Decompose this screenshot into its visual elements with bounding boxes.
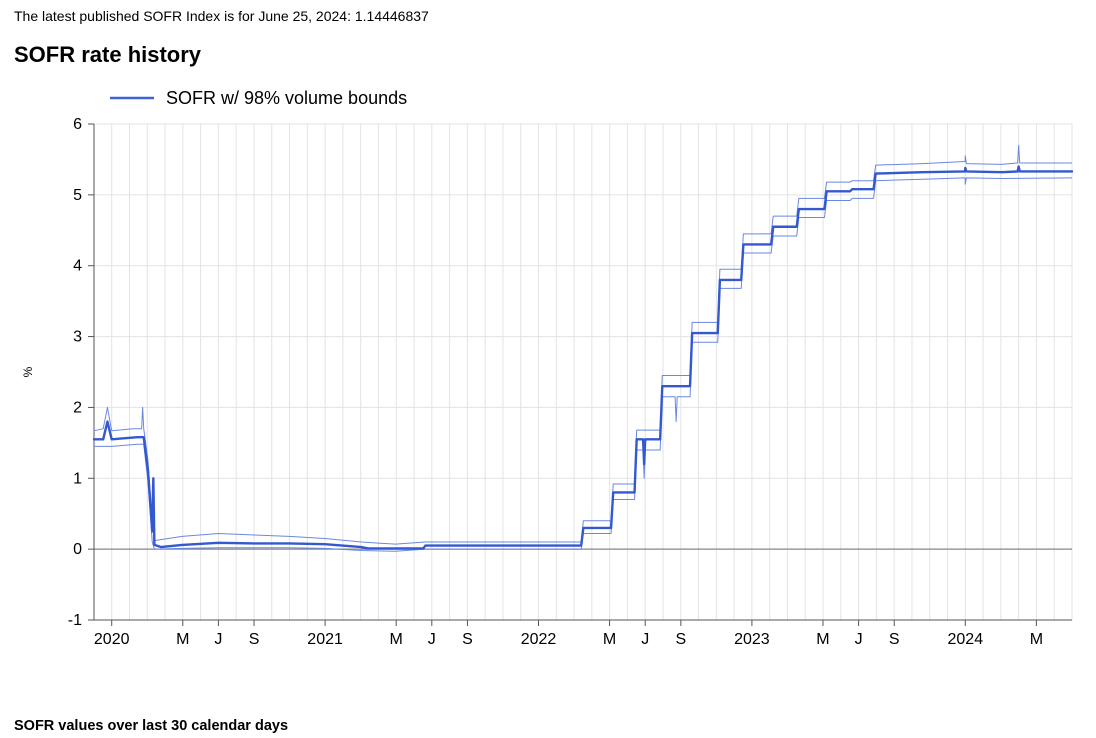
x-tick-label: M <box>176 631 189 648</box>
sofr-index-caption: The latest published SOFR Index is for J… <box>14 8 1096 24</box>
chart-svg: -1 0 1 2 3 4 5 6 2020 M J S 2021 M J S 2022 M J S 2023 M J S 202… <box>14 80 1082 666</box>
y-tick-label: 3 <box>73 329 82 346</box>
y-tick-label: 0 <box>73 541 82 558</box>
page-root: The latest published SOFR Index is for J… <box>0 0 1096 738</box>
x-tick-label: 2020 <box>94 631 130 648</box>
x-tick-label: J <box>428 631 436 648</box>
x-tick-label: J <box>641 631 649 648</box>
x-tick-label: M <box>603 631 616 648</box>
x-tick-label: M <box>816 631 829 648</box>
y-tick-label: 2 <box>73 399 82 416</box>
x-tick-label: 2021 <box>307 631 343 648</box>
x-tick-label: J <box>214 631 222 648</box>
x-tick-label: M <box>390 631 403 648</box>
y-axis-label: % <box>21 366 35 377</box>
x-tick-label: J <box>855 631 863 648</box>
sofr-history-chart: -1 0 1 2 3 4 5 6 2020 M J S 2021 M J S 2022 M J S 2023 M J S 202… <box>14 80 1082 666</box>
y-tick-label: 6 <box>73 116 82 133</box>
y-tick-label: 4 <box>73 258 82 275</box>
x-tick-label: S <box>249 631 260 648</box>
x-tick-label: S <box>462 631 473 648</box>
x-tick-label: 2023 <box>734 631 770 648</box>
footer-caption: SOFR values over last 30 calendar days <box>14 718 288 734</box>
y-tick-label: 5 <box>73 187 82 204</box>
x-tick-label: M <box>1030 631 1043 648</box>
chart-title: SOFR rate history <box>14 42 1096 68</box>
x-tick-label: 2022 <box>521 631 557 648</box>
x-tick-label: S <box>889 631 900 648</box>
x-tick-label: 2024 <box>948 631 984 648</box>
x-tick-label: S <box>676 631 687 648</box>
y-tick-label: 1 <box>73 470 82 487</box>
legend-label: SOFR w/ 98% volume bounds <box>166 88 407 108</box>
y-tick-label: -1 <box>68 612 82 629</box>
